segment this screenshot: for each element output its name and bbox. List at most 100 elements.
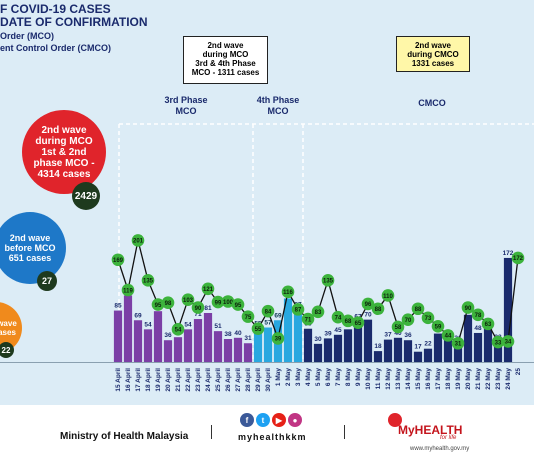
- line-point: [121, 283, 135, 297]
- line-value-label: 31: [455, 342, 462, 348]
- phase-label-p4-line1: 4th Phase: [257, 95, 300, 105]
- line-point: [211, 295, 225, 309]
- twitter-icon[interactable]: t: [256, 413, 270, 427]
- x-tick-label: 4 May: [305, 368, 312, 386]
- line-point: [511, 251, 525, 265]
- circle-orange: wave ases: [0, 302, 22, 354]
- footer-divider-right: [344, 425, 345, 439]
- line-value-label: 103: [183, 298, 194, 304]
- x-tick-label: 23 April: [195, 368, 202, 392]
- phase-label-p4-line2: MCO: [268, 106, 289, 116]
- x-tick-label: 11 May: [375, 368, 382, 390]
- bar: [303, 328, 313, 362]
- line-value-label: 34: [505, 340, 512, 346]
- bar: [263, 327, 273, 362]
- x-tick-label: 2 May: [285, 368, 292, 386]
- line-point: [441, 329, 455, 342]
- line-value-label: 135: [323, 279, 334, 285]
- x-tick-label: 25: [515, 368, 522, 376]
- bar: [443, 339, 453, 362]
- phase-label-p3-line1: 3rd Phase: [164, 95, 207, 105]
- x-tick-label: 19 April: [155, 368, 162, 392]
- line-point: [461, 301, 475, 314]
- line-value-label: 44: [445, 334, 452, 340]
- x-tick-label: 5 May: [315, 368, 322, 386]
- x-tick-label: 19 May: [455, 368, 462, 390]
- circle-red: 2nd wave during MCO 1st & 2nd phase MCO …: [22, 110, 106, 194]
- red-line5: 4314 cases: [37, 168, 91, 180]
- bar-value-label: 69: [134, 312, 142, 319]
- line-point: [271, 332, 285, 345]
- callout-cmco-line2: during CMCO: [407, 50, 459, 59]
- line-value-label: 90: [465, 306, 472, 312]
- line-point: [181, 293, 195, 306]
- phase-label-p3-line2: MCO: [176, 106, 197, 116]
- line-point: [161, 296, 175, 310]
- x-tick-label: 28 April: [245, 368, 252, 392]
- bar-value-label: 38: [224, 331, 232, 338]
- line-point: [381, 289, 395, 302]
- x-tick-label: 16 May: [425, 368, 432, 390]
- line-value-label: 95: [235, 303, 242, 309]
- x-tick-label: 22 May: [485, 368, 492, 390]
- bar: [333, 334, 343, 362]
- bar: [133, 320, 143, 362]
- x-tick-label: 21 May: [475, 368, 482, 390]
- line-value-label: 98: [165, 301, 172, 307]
- line-value-label: 84: [265, 309, 272, 315]
- bar: [113, 310, 123, 362]
- bar: [143, 329, 153, 362]
- x-tick-label: 16 April: [125, 368, 132, 392]
- instagram-icon[interactable]: ●: [288, 413, 302, 427]
- line-value-label: 59: [435, 325, 442, 331]
- line-point: [371, 302, 385, 316]
- line-value-label: 78: [475, 313, 482, 319]
- badge-orange: 22: [0, 342, 14, 358]
- title-line2: DATE OF CONFIRMATION: [0, 15, 148, 29]
- bar-value-label: 22: [424, 341, 432, 348]
- line-value-label: 75: [245, 315, 252, 321]
- brand-name: MyHEALTH: [398, 423, 463, 437]
- brand-site: www.myhealth.gov.my: [410, 446, 470, 452]
- line-point: [351, 316, 365, 329]
- callout-mco-line3: 3rd & 4th Phase: [195, 59, 256, 68]
- bar: [293, 309, 303, 362]
- red-line3: 1st & 2nd: [41, 146, 87, 158]
- line-point: [251, 322, 265, 336]
- line-value-label: 169: [113, 258, 124, 264]
- line-point: [221, 295, 235, 308]
- bar: [373, 351, 383, 362]
- orange-line2: ases: [0, 328, 16, 337]
- youtube-icon[interactable]: ▶: [272, 413, 286, 427]
- line-value-label: 70: [405, 318, 412, 324]
- bar-value-label: 36: [404, 332, 412, 339]
- x-tick-label: 7 May: [335, 368, 342, 386]
- x-tick-label: 9 May: [355, 368, 362, 386]
- line-value-label: 54: [175, 328, 182, 334]
- line-value-label: 71: [305, 317, 312, 323]
- x-tick-label: 24 May: [505, 368, 512, 390]
- line-point: [451, 336, 465, 350]
- callout-mco-34: 2nd wave during MCO 3rd & 4th Phase MCO …: [183, 36, 268, 84]
- x-tick-label: 26 April: [225, 368, 232, 392]
- line-value-label: 87: [295, 308, 302, 314]
- facebook-icon[interactable]: f: [240, 413, 254, 427]
- bar: [163, 340, 173, 362]
- x-tick-label: 15 April: [115, 368, 122, 392]
- bar: [173, 337, 183, 362]
- line-value-label: 201: [133, 239, 144, 245]
- line-value-label: 55: [255, 327, 262, 333]
- callout-cmco: 2nd wave during CMCO 1331 cases: [396, 36, 470, 72]
- bar: [343, 329, 353, 362]
- badge-red: 2429: [72, 182, 100, 210]
- bar: [423, 348, 433, 362]
- x-tick-label: 1 May: [275, 368, 282, 386]
- red-line1: 2nd wave: [41, 124, 87, 136]
- line-value-label: 63: [485, 322, 492, 328]
- bar: [213, 331, 223, 362]
- bar: [473, 332, 483, 362]
- bar: [323, 338, 333, 362]
- x-tick-label: 27 April: [235, 368, 242, 392]
- line-point: [491, 335, 505, 349]
- bar-value-label: 57: [264, 320, 272, 327]
